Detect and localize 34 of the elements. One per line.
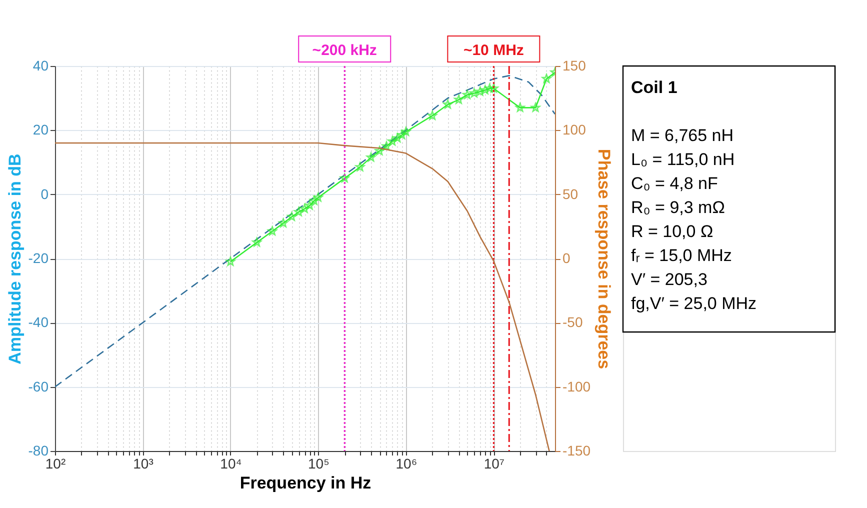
y2-tick-label: 50	[562, 186, 578, 202]
y-tick-label: -20	[28, 250, 49, 266]
text: M = 6,765 nH	[631, 126, 734, 145]
y2-tick-label: 0	[562, 250, 570, 266]
y2-tick-label: -150	[562, 442, 591, 458]
x-axis-title: Frequency in Hz	[240, 474, 372, 492]
ref-line-label: ~10 MHz	[463, 42, 524, 59]
text: R₀ = 9,3 mΩ	[631, 198, 725, 217]
y2-tick-label: 150	[562, 58, 586, 74]
y2-tick-label: 100	[562, 122, 586, 138]
x-tick-label: 10⁵	[308, 456, 330, 472]
text: fᵣ = 15,0 MHz	[631, 246, 732, 265]
text: Coil 1	[631, 78, 678, 97]
y-tick-label: 20	[32, 122, 49, 138]
y2-tick-label: -50	[562, 314, 583, 330]
x-tick-label: 10⁶	[396, 456, 418, 472]
text: fg,V′ = 25,0 MHz	[631, 294, 757, 313]
ref-line-label: ~200 kHz	[312, 42, 377, 59]
y-tick-label: -40	[28, 314, 49, 330]
text: C₀ = 4,8 nF	[631, 174, 718, 193]
text: R = 10,0 Ω	[631, 222, 714, 241]
y-tick-label: -80	[28, 442, 49, 458]
y2-axis-title: Phase response in degrees	[594, 148, 614, 370]
text: V′ = 205,3	[631, 270, 708, 289]
x-tick-label: 10⁴	[220, 456, 242, 472]
y-axis-title: Amplitude response in dB	[5, 154, 24, 364]
x-tick-label: 10⁷	[484, 456, 504, 472]
y-tick-label: 40	[32, 58, 49, 74]
y-tick-label: 0	[40, 186, 49, 202]
text: L₀ = 115,0 nH	[631, 150, 735, 169]
x-tick-label: 10³	[133, 456, 154, 472]
y2-tick-label: -100	[562, 378, 591, 394]
x-tick-label: 10²	[45, 456, 66, 472]
y-tick-label: -60	[28, 378, 49, 394]
